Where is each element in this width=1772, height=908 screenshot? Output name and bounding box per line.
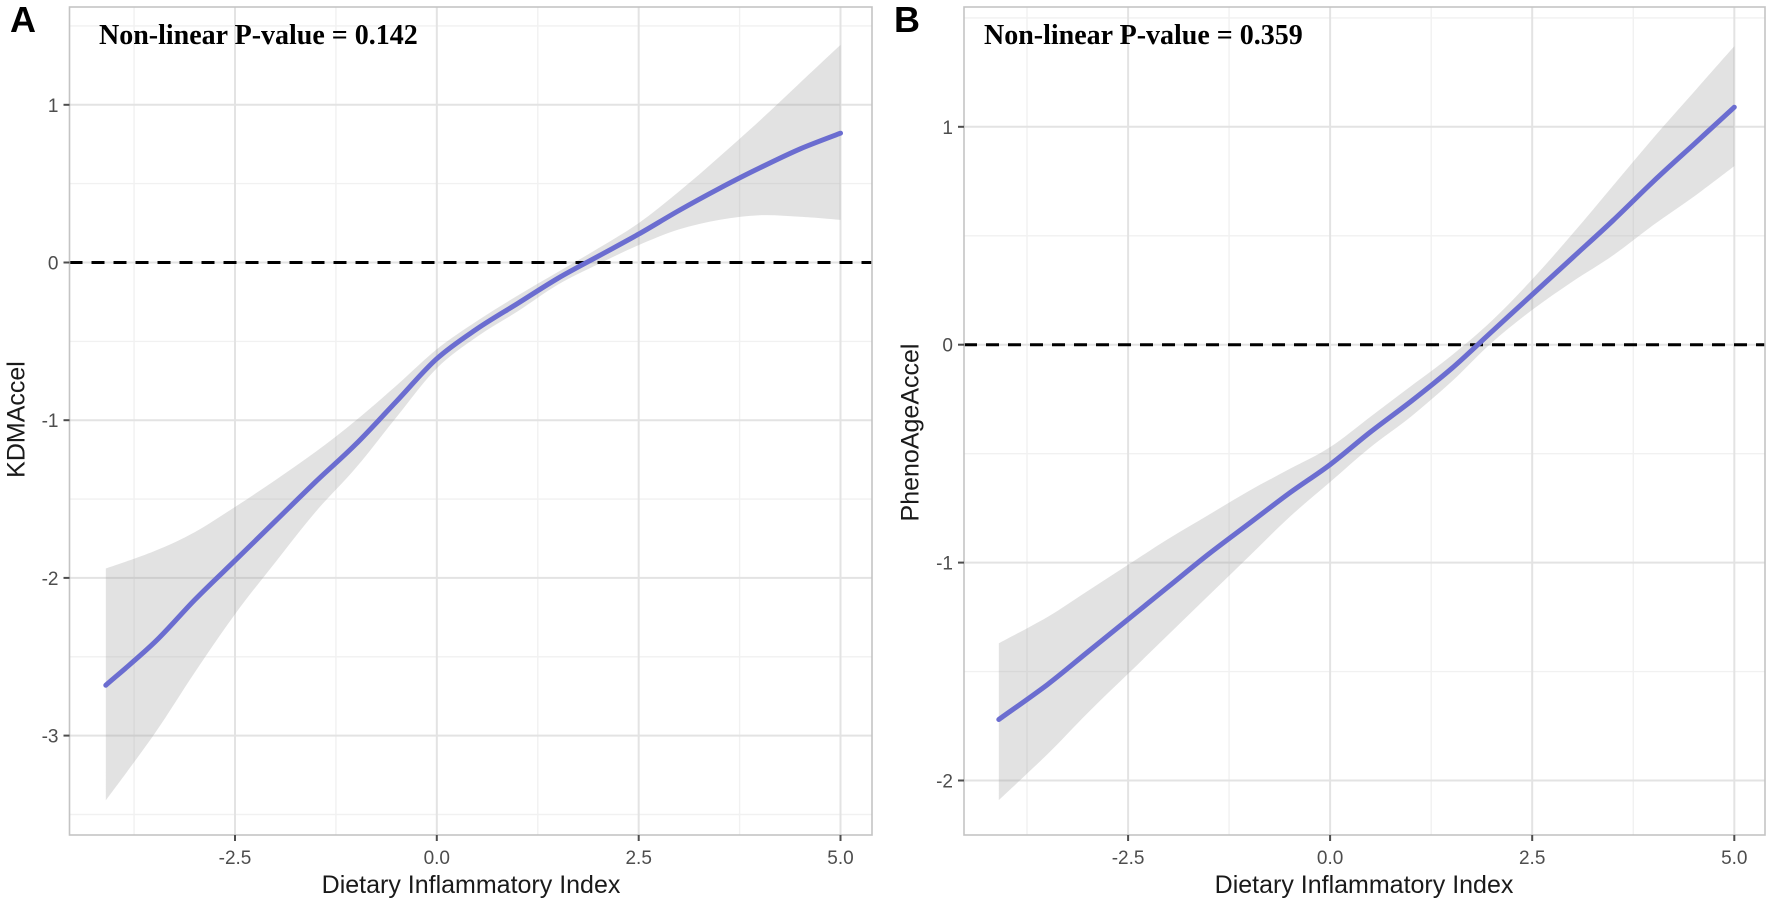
confidence-ribbon [998, 46, 1735, 801]
panel-a-x-axis-title: Dietary Inflammatory Index [321, 871, 621, 899]
y-tick-label: 0 [48, 254, 59, 275]
panel-b-annotation: Non-linear P-value = 0.359 [984, 20, 1303, 51]
panel-a-annotation: Non-linear P-value = 0.142 [99, 20, 418, 51]
x-tick-label: -2.5 [219, 848, 252, 869]
y-tick-label: 1 [942, 118, 953, 139]
panel-a-y-axis-title: KDMAccel [2, 361, 31, 478]
x-tick-label: 5.0 [1721, 848, 1747, 869]
y-tick-label: -3 [42, 727, 59, 748]
y-tick-label: 0 [942, 336, 953, 357]
y-tick-label: -1 [936, 554, 953, 575]
x-tick-label: -2.5 [1112, 848, 1145, 869]
panel-a: -2.5 0.0 2.5 5.0 1 0 -1 -2 -3 [42, 6, 873, 869]
x-tick-label: 5.0 [827, 848, 853, 869]
x-tick-label: 0.0 [1317, 848, 1343, 869]
y-tick-label: 1 [48, 96, 59, 117]
y-tick-label: -2 [42, 569, 59, 590]
panel-a-label: A [10, 0, 36, 40]
panel-b-y-axis-title: PhenoAgeAccel [896, 343, 925, 522]
x-tick-label: 2.5 [1519, 848, 1545, 869]
spline-fit-line [996, 104, 1737, 722]
confidence-ribbon [105, 44, 841, 801]
x-tick-label: 2.5 [625, 848, 651, 869]
panel-b: -2.5 0.0 2.5 5.0 1 0 -1 -2 [936, 6, 1766, 869]
x-tick-label: 0.0 [424, 848, 450, 869]
panel-b-x-axis-title: Dietary Inflammatory Index [1214, 871, 1514, 899]
panel-b-label: B [894, 0, 920, 40]
y-tick-label: -1 [42, 411, 59, 432]
y-tick-label: -2 [936, 772, 953, 793]
spline-fit-line [103, 130, 843, 688]
panel-border [963, 6, 1766, 836]
